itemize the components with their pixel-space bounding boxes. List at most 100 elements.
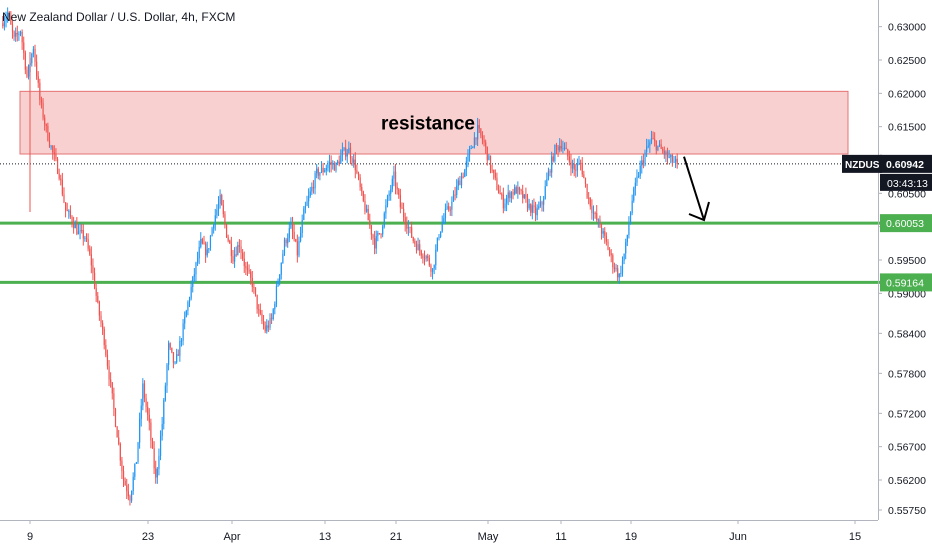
countdown-badge (880, 173, 932, 191)
candle-body (480, 128, 482, 136)
candle-body (114, 408, 117, 427)
candle-body (137, 442, 139, 462)
candle-body (634, 182, 636, 189)
candle-body (557, 146, 559, 151)
candle-body (31, 54, 33, 64)
candle-body (282, 253, 284, 263)
candle-body (45, 124, 47, 126)
candle-body (345, 147, 347, 157)
candle-body (76, 224, 78, 235)
candle-body (565, 147, 567, 150)
candle-body (386, 196, 389, 206)
candle-body (383, 213, 385, 227)
candle-body (69, 210, 72, 217)
candle-body (5, 17, 7, 22)
candle-body (388, 193, 390, 197)
candle-body (287, 238, 289, 244)
candle-body (560, 145, 562, 149)
candle-body (84, 237, 86, 239)
candle-body (407, 226, 410, 229)
candle-body (147, 406, 149, 415)
candle-body (628, 223, 630, 236)
candle-body (312, 186, 315, 189)
support-price-badge (880, 214, 932, 233)
symbol-label: NZDUSD (845, 160, 887, 171)
candle-body (74, 224, 76, 229)
candle-body (420, 250, 422, 256)
candle-body (563, 147, 566, 149)
candle-body (597, 219, 599, 221)
candle-body (250, 271, 252, 278)
candle-body (575, 169, 577, 171)
candle-body (92, 265, 94, 273)
candle-body (359, 177, 361, 188)
time-tick-label: Apr (223, 531, 240, 543)
candle-body (280, 262, 282, 275)
candle-body (161, 423, 163, 437)
price-tick-label: 0.59500 (888, 255, 926, 267)
candle-body (401, 207, 403, 209)
candle-body (295, 239, 297, 242)
candle-body (533, 205, 535, 208)
candle-body (602, 231, 604, 234)
candle-body (477, 125, 479, 140)
candle-body (414, 240, 416, 244)
candle-body (182, 323, 184, 341)
candle-body (327, 164, 329, 169)
price-tick-label: 0.57200 (888, 408, 926, 420)
candle-body (367, 208, 369, 221)
candle-body (60, 178, 62, 180)
candle-body (621, 260, 624, 273)
candle-body (237, 245, 239, 256)
candle-body (588, 197, 590, 199)
candle-body (584, 178, 587, 185)
candle-body (518, 187, 521, 190)
candle-body (330, 162, 332, 165)
candle-body (573, 163, 575, 170)
candle-body (462, 176, 464, 178)
candle-body (163, 400, 165, 424)
candle-body (515, 187, 517, 194)
candle-body (633, 188, 635, 201)
support-price-label: 0.59164 (886, 277, 924, 289)
candle-body (44, 117, 46, 125)
candle-body (647, 145, 649, 147)
candle-body (195, 262, 197, 275)
candle-body (374, 238, 376, 249)
candle-body (644, 152, 646, 163)
candle-body (559, 145, 561, 151)
candle-body (32, 48, 35, 55)
candle-body (131, 491, 133, 501)
candle-body (196, 258, 199, 263)
candle-body (27, 64, 30, 77)
candle-body (665, 151, 667, 155)
resistance-label: resistance (381, 114, 475, 135)
candle-body (290, 222, 292, 229)
time-tick-label: 13 (319, 531, 331, 543)
candle-body (2, 23, 4, 27)
candle-body (150, 422, 152, 441)
candle-body (510, 192, 513, 199)
candle-body (185, 310, 187, 318)
candle-body (596, 212, 598, 220)
candle-body (324, 170, 326, 173)
candle-body (240, 246, 242, 253)
candle-body (320, 167, 323, 173)
candle-body (201, 238, 204, 244)
time-tick-label: 15 (849, 531, 861, 543)
candle-body (454, 194, 456, 196)
candle-body (267, 325, 270, 328)
candle-body (362, 191, 364, 201)
candle-body (382, 226, 384, 235)
candle-body (576, 164, 579, 171)
candle-body (63, 194, 65, 203)
candle-body (58, 173, 60, 179)
candle-body (555, 145, 558, 147)
projection-arrow-line[interactable] (683, 156, 705, 221)
candle-body (221, 195, 223, 206)
candle-body (79, 230, 81, 232)
resistance-zone[interactable] (19, 90, 849, 155)
candle-body (122, 471, 125, 481)
